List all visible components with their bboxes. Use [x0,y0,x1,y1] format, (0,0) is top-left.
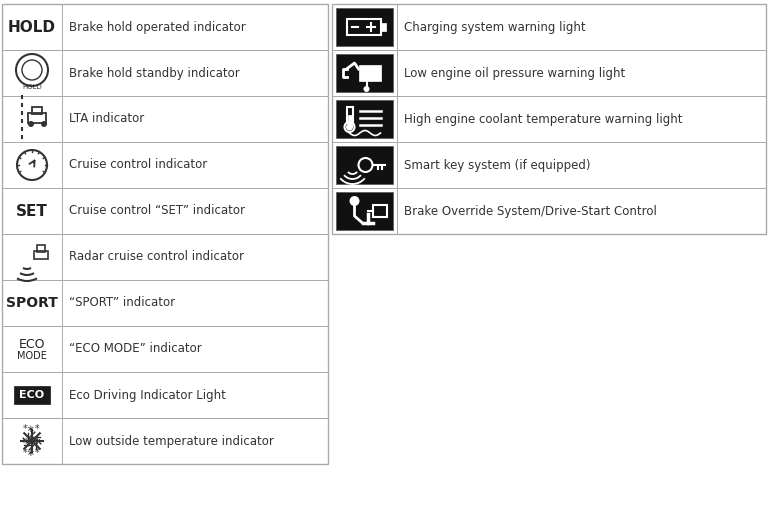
Bar [2,418,328,464]
Text: “ECO MODE” indicator: “ECO MODE” indicator [69,343,202,355]
Bar [336,54,393,92]
Bar [347,115,352,127]
Circle shape [28,121,34,127]
Text: Brake hold standby indicator: Brake hold standby indicator [69,67,240,79]
Text: Smart key system (if equipped): Smart key system (if equipped) [404,159,591,172]
Text: Radar cruise control indicator: Radar cruise control indicator [69,250,244,264]
Text: MODE: MODE [17,351,47,361]
Text: ECO: ECO [19,390,45,400]
Bar [2,234,328,280]
Bar [2,4,328,50]
Bar [332,142,766,188]
Bar [2,96,328,142]
Circle shape [349,196,359,206]
Text: Cruise control “SET” indicator: Cruise control “SET” indicator [69,204,245,218]
Circle shape [41,121,47,127]
Text: Brake hold operated indicator: Brake hold operated indicator [69,20,246,33]
Text: ECO: ECO [18,337,45,351]
Bar [2,188,328,234]
Text: LTA indicator: LTA indicator [69,113,144,125]
Bar [332,4,766,234]
Circle shape [363,86,369,92]
Text: Eco Driving Indicator Light: Eco Driving Indicator Light [69,389,226,401]
Text: HOLD: HOLD [22,84,42,90]
Bar [2,280,328,326]
Bar [332,96,766,142]
Bar [332,4,766,50]
Bar [2,372,328,418]
Text: SPORT: SPORT [6,296,58,310]
Bar [332,188,766,234]
Text: Cruise control indicator: Cruise control indicator [69,159,207,172]
Text: SET: SET [16,203,48,219]
Text: “SPORT” indicator: “SPORT” indicator [69,296,175,309]
Bar [346,107,353,123]
Bar [380,23,386,31]
Bar [28,113,46,123]
Bar [346,19,380,35]
Bar [34,251,48,259]
Bar [2,326,328,372]
Bar [359,65,380,81]
Bar [336,8,393,46]
Text: Brake Override System/Drive-Start Control: Brake Override System/Drive-Start Contro… [404,204,657,218]
Text: *∗*
∗ ∗
*∗*: *∗* ∗ ∗ *∗* [22,424,41,458]
Bar [336,100,393,138]
Bar [372,205,386,217]
Bar [332,50,766,96]
Text: Low engine oil pressure warning light: Low engine oil pressure warning light [404,67,625,79]
Bar [336,192,393,230]
Text: HOLD: HOLD [8,19,56,34]
Text: Charging system warning light: Charging system warning light [404,20,586,33]
Bar [2,50,328,96]
Bar [37,245,45,252]
Bar [2,4,328,464]
Text: Low outside temperature indicator: Low outside temperature indicator [69,435,274,447]
Bar [336,146,393,184]
Bar [32,107,42,114]
Bar [2,142,328,188]
Bar [14,386,50,404]
Circle shape [346,123,353,131]
Text: High engine coolant temperature warning light: High engine coolant temperature warning … [404,113,683,125]
